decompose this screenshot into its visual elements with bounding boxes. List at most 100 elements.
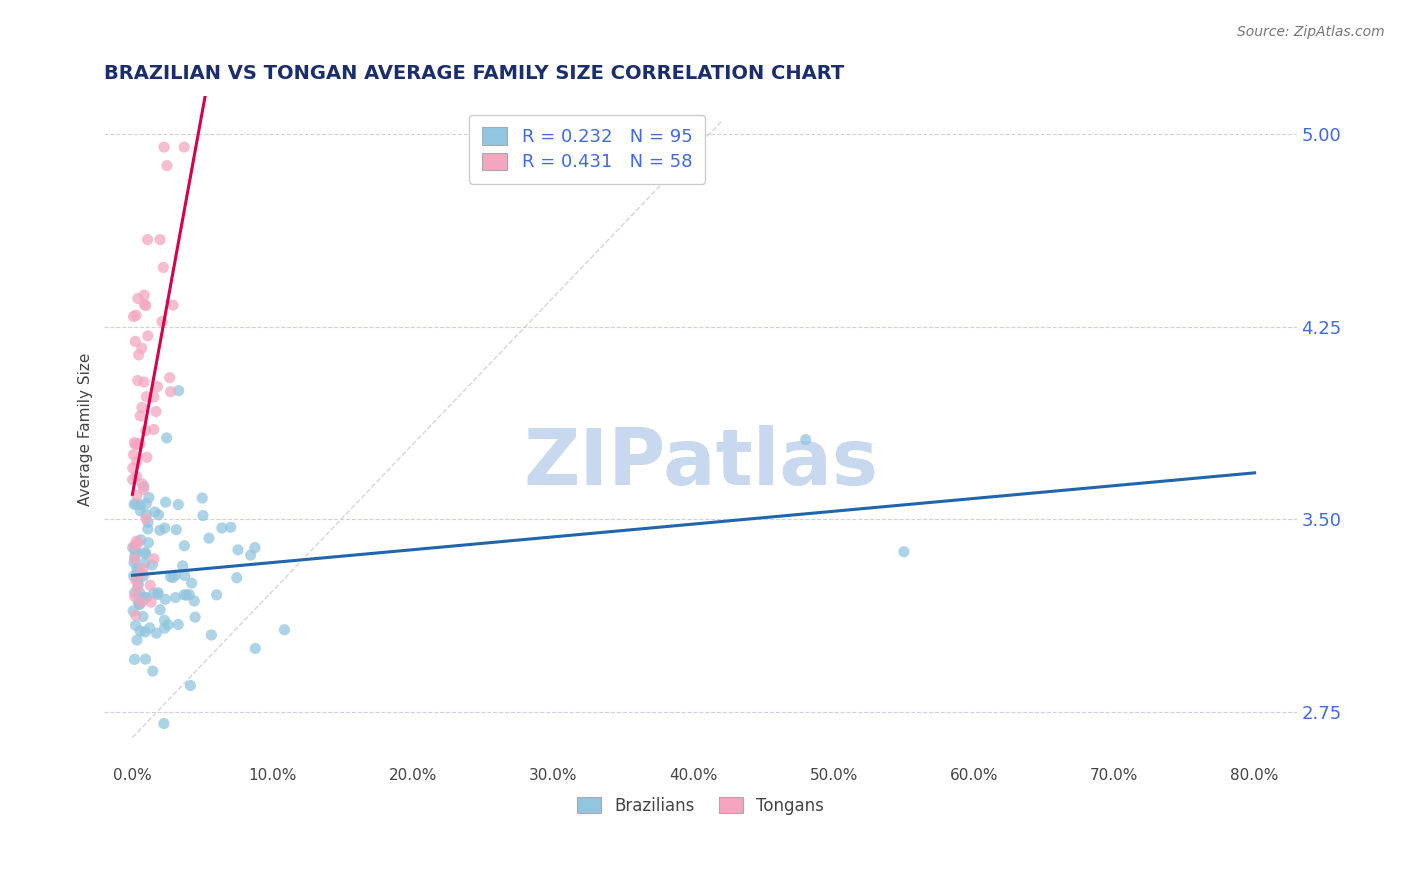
Point <box>200 628 222 642</box>
Point <box>141 558 163 572</box>
Point <box>156 159 179 173</box>
Point <box>142 423 165 437</box>
Point <box>239 548 262 562</box>
Point <box>142 664 165 678</box>
Point <box>124 334 146 349</box>
Point <box>129 436 152 450</box>
Point <box>179 679 201 693</box>
Point <box>122 604 145 618</box>
Point <box>122 556 145 570</box>
Point <box>128 597 150 611</box>
Point <box>131 595 153 609</box>
Point <box>131 401 153 415</box>
Point <box>128 585 150 599</box>
Point <box>129 409 152 423</box>
Point <box>149 523 172 537</box>
Point <box>135 496 157 510</box>
Point <box>136 522 159 536</box>
Point <box>132 609 155 624</box>
Point <box>136 233 159 247</box>
Point <box>136 516 159 530</box>
Point <box>124 590 146 604</box>
Text: ZIPatlas: ZIPatlas <box>523 425 877 500</box>
Point <box>159 370 181 384</box>
Point <box>148 585 170 599</box>
Point <box>125 573 148 587</box>
Point <box>125 489 148 503</box>
Point <box>173 568 195 582</box>
Point <box>131 341 153 355</box>
Point <box>142 390 165 404</box>
Point <box>165 568 187 582</box>
Point <box>165 523 187 537</box>
Point <box>132 479 155 493</box>
Point <box>172 558 194 573</box>
Point <box>273 623 295 637</box>
Point <box>124 549 146 564</box>
Point <box>121 473 143 487</box>
Point <box>135 547 157 561</box>
Point <box>128 348 150 362</box>
Point <box>142 586 165 600</box>
Point <box>132 561 155 575</box>
Point <box>124 608 146 623</box>
Point <box>245 641 267 656</box>
Point <box>131 476 153 491</box>
Point <box>129 498 152 512</box>
Point <box>135 508 157 522</box>
Point <box>155 592 177 607</box>
Point <box>794 433 817 447</box>
Point <box>138 535 160 549</box>
Point <box>159 570 181 584</box>
Point <box>127 596 149 610</box>
Point <box>122 310 145 324</box>
Point <box>127 574 149 588</box>
Point <box>176 588 198 602</box>
Point <box>127 577 149 591</box>
Point <box>124 652 146 666</box>
Point <box>134 556 156 570</box>
Legend: Brazilians, Tongans: Brazilians, Tongans <box>571 790 831 822</box>
Point <box>219 520 242 534</box>
Point <box>129 566 152 581</box>
Point <box>243 541 266 555</box>
Point <box>134 652 156 666</box>
Point <box>132 375 155 389</box>
Point <box>129 624 152 638</box>
Point <box>191 491 214 505</box>
Point <box>180 576 202 591</box>
Point <box>124 435 146 450</box>
Point <box>127 437 149 451</box>
Point <box>135 591 157 605</box>
Point <box>138 621 160 635</box>
Point <box>153 521 176 535</box>
Point <box>225 571 247 585</box>
Point <box>127 374 149 388</box>
Point <box>122 539 145 553</box>
Point <box>125 618 148 632</box>
Point <box>135 299 157 313</box>
Point <box>893 545 915 559</box>
Point <box>127 292 149 306</box>
Point <box>145 404 167 418</box>
Point <box>159 384 181 399</box>
Point <box>162 298 184 312</box>
Point <box>167 498 190 512</box>
Point <box>173 588 195 602</box>
Point <box>142 552 165 566</box>
Point <box>183 594 205 608</box>
Point <box>149 233 172 247</box>
Point <box>122 448 145 462</box>
Point <box>125 455 148 469</box>
Point <box>124 585 146 599</box>
Point <box>125 469 148 483</box>
Point <box>134 545 156 559</box>
Point <box>135 511 157 525</box>
Point <box>146 379 169 393</box>
Point <box>146 588 169 602</box>
Point <box>124 437 146 451</box>
Point <box>184 610 207 624</box>
Point <box>125 497 148 511</box>
Point <box>125 633 148 648</box>
Point <box>191 508 214 523</box>
